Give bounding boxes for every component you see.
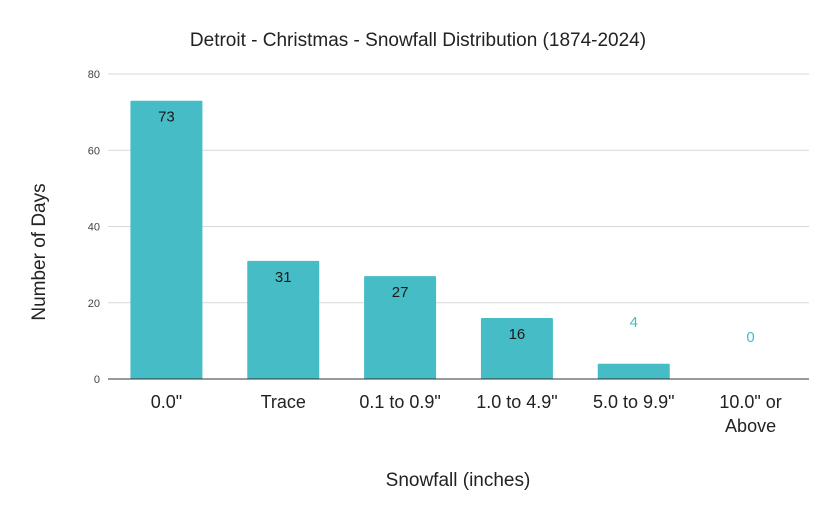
y-axis-title: Number of Days [29, 183, 50, 320]
x-axis-ticks: 0.0" Trace 0.1 to 0.9" 1.0 to 4.9" 5.0 to 9.… [151, 392, 782, 436]
bar [597, 363, 670, 379]
y-tick-label: 40 [88, 222, 100, 234]
data-label: 31 [275, 269, 292, 286]
x-tick-line: 5.0 to 9.9" [593, 392, 674, 412]
x-tick-label: 0.1 to 0.9" [359, 392, 440, 412]
bar [130, 100, 203, 379]
bars [130, 100, 670, 379]
data-labels: 73 31 27 16 4 0 [158, 109, 755, 346]
x-tick-label: 10.0" or Above [719, 392, 781, 436]
data-label: 4 [630, 314, 638, 331]
data-label: 27 [392, 284, 409, 301]
y-tick-label: 20 [88, 298, 100, 310]
gridlines [108, 73, 809, 304]
data-label: 0 [746, 329, 754, 346]
x-tick-line: 0.1 to 0.9" [359, 392, 440, 412]
chart-title: Detroit - Christmas - Snowfall Distribut… [190, 30, 646, 51]
x-tick-label: 1.0 to 4.9" [476, 392, 557, 412]
y-tick-label: 80 [88, 69, 100, 81]
x-tick-label: 5.0 to 9.9" [593, 392, 674, 412]
data-label: 73 [158, 109, 175, 126]
y-tick-label: 0 [94, 374, 100, 386]
x-tick-line: Trace [261, 392, 306, 412]
x-tick-line: 0.0" [151, 392, 182, 412]
x-tick-line: 1.0 to 4.9" [476, 392, 557, 412]
x-tick-label: Trace [261, 392, 306, 412]
y-axis-ticks: 0 20 40 60 80 [88, 69, 100, 386]
x-tick-line: Above [725, 416, 776, 436]
bar [247, 260, 320, 379]
x-axis-title: Snowfall (inches) [386, 470, 531, 491]
x-tick-line: 10.0" or [719, 392, 781, 412]
bar [364, 276, 437, 379]
x-tick-label: 0.0" [151, 392, 182, 412]
bar [480, 318, 553, 379]
data-label: 16 [509, 326, 526, 343]
y-tick-label: 60 [88, 145, 100, 157]
